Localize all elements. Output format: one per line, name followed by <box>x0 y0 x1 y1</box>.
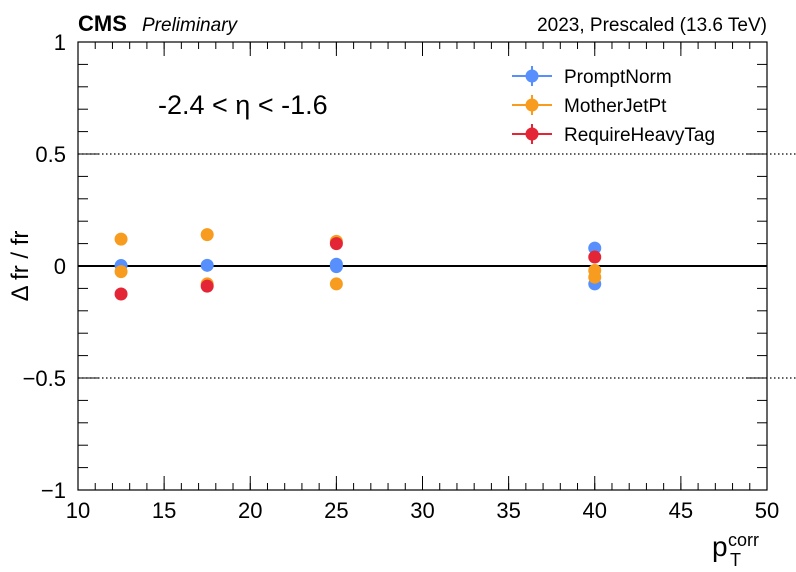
cms-label: CMS <box>78 11 127 36</box>
x-tick-label: 35 <box>496 498 520 523</box>
x-axis-label: p T corr <box>712 530 759 570</box>
data-point <box>588 241 602 255</box>
legend-label: PromptNorm <box>564 67 672 88</box>
data-points <box>114 228 602 301</box>
y-tick-label: 1 <box>54 30 66 55</box>
data-point <box>114 265 128 279</box>
x-axis-label-main: p <box>712 531 728 562</box>
data-point <box>200 279 214 293</box>
legend-entry: MotherJetPt <box>512 95 667 117</box>
x-tick-label: 40 <box>583 498 607 523</box>
legend-entry: RequireHeavyTag <box>512 124 715 146</box>
region-label: -2.4 < η < -1.6 <box>158 90 328 120</box>
series-motherjetpt <box>114 228 602 277</box>
data-point <box>114 232 128 246</box>
legend-marker <box>525 127 539 141</box>
data-point <box>114 287 128 301</box>
series-requireheavytag <box>114 237 602 301</box>
legend-marker <box>525 98 539 112</box>
x-axis-label-sub: T <box>730 550 741 570</box>
series-motherjetpt <box>114 265 602 291</box>
legend-label: MotherJetPt <box>564 96 667 117</box>
y-tick-label: 0 <box>54 254 66 279</box>
legend-entry: PromptNorm <box>512 66 672 88</box>
x-tick-label: 15 <box>152 498 176 523</box>
series-promptnorm <box>329 260 602 291</box>
y-axis-label: Δ fr / fr <box>7 231 34 302</box>
y-tick-label: 0.5 <box>35 142 66 167</box>
plot-frame <box>77 41 768 491</box>
data-point <box>588 270 602 284</box>
data-point <box>329 237 343 251</box>
y-tick-label: −1 <box>41 478 66 503</box>
x-tick-label: 10 <box>66 498 90 523</box>
x-tick-label: 20 <box>238 498 262 523</box>
x-tick-label: 50 <box>755 498 779 523</box>
data-point <box>200 228 214 242</box>
x-tick-label: 45 <box>669 498 693 523</box>
run-info-label: 2023, Prescaled (13.6 TeV) <box>537 15 767 36</box>
x-tick-label: 30 <box>410 498 434 523</box>
series-promptnorm <box>114 241 602 273</box>
legend: PromptNorm MotherJetPt RequireHeavyTag <box>512 66 715 146</box>
data-point <box>200 258 214 272</box>
legend-label: RequireHeavyTag <box>564 125 715 146</box>
y-tick-label: −0.5 <box>23 366 66 391</box>
data-point <box>588 250 602 264</box>
legend-marker <box>525 69 539 83</box>
data-point <box>329 277 343 291</box>
data-point <box>329 260 343 274</box>
x-axis-label-sup: corr <box>728 530 759 550</box>
preliminary-label: Preliminary <box>142 15 239 36</box>
reference-lines <box>78 153 796 379</box>
x-tick-label: 25 <box>324 498 348 523</box>
